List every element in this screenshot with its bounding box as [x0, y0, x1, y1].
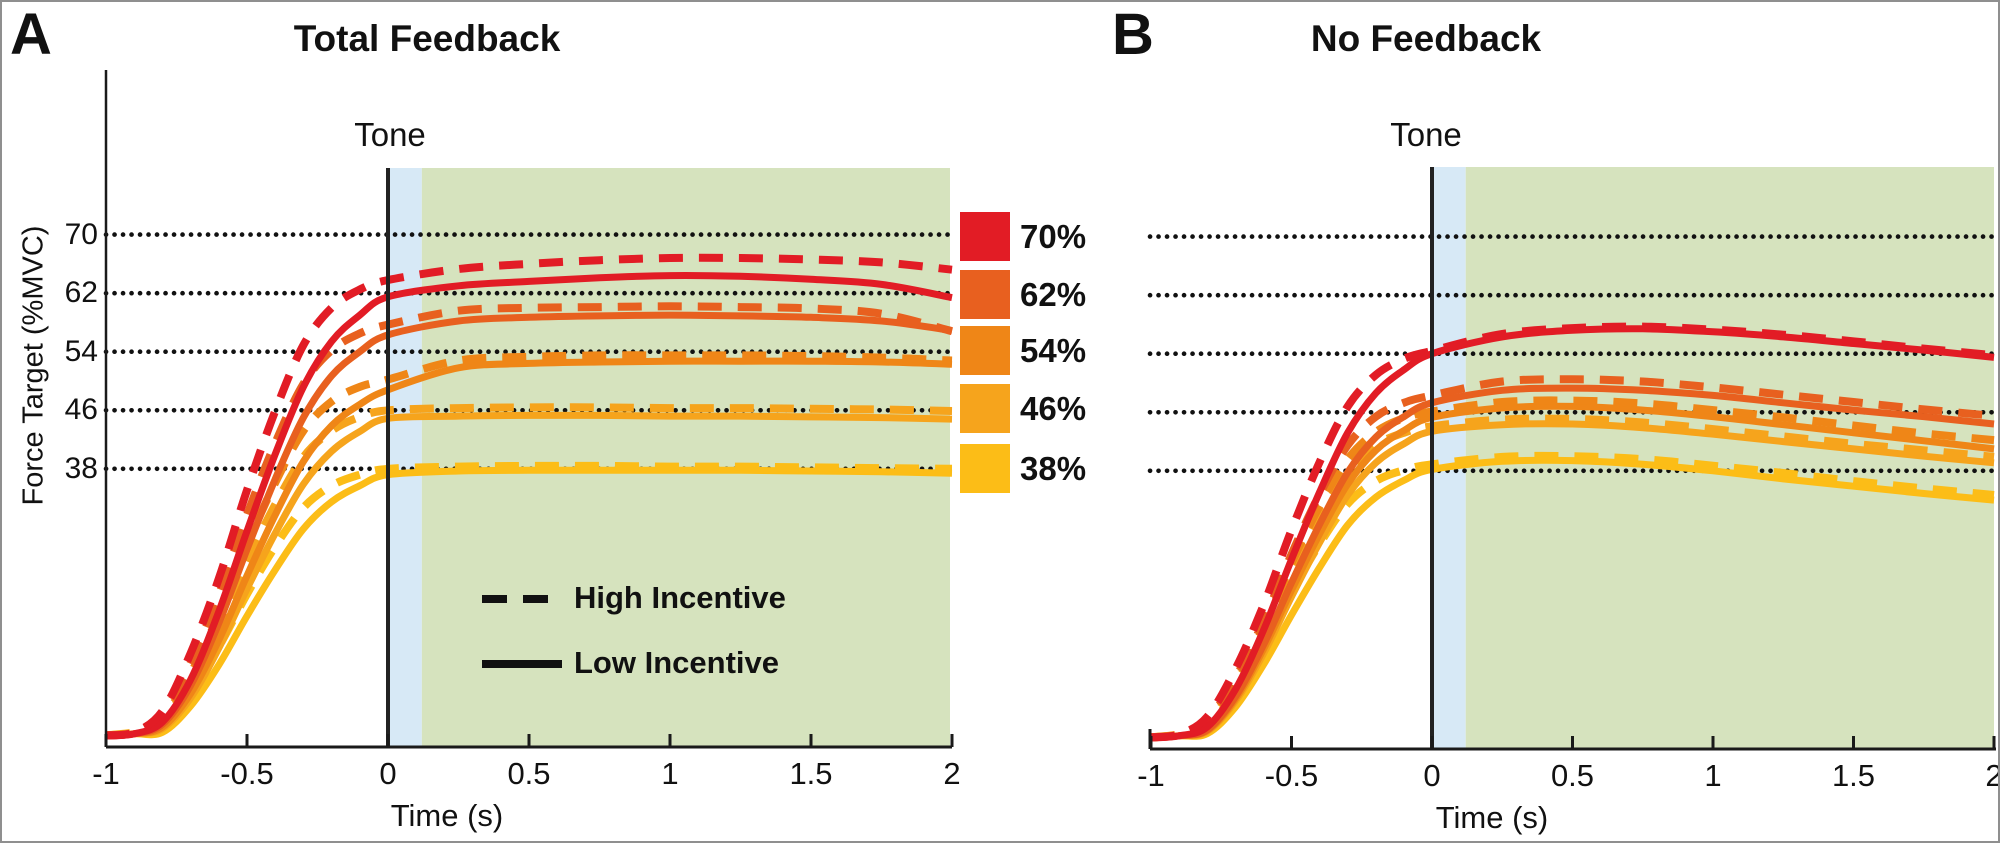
curve-B-62-high	[1150, 375, 1995, 742]
curve-A-46-high	[105, 403, 953, 740]
ytick-label-A-38: 38	[64, 451, 98, 485]
panel-b-x-axis-label: Time (s)	[1435, 800, 1549, 835]
legend-swatch-54	[960, 326, 1010, 375]
curve-A-54-high	[105, 351, 953, 740]
xtick-label-A-2: 2	[943, 756, 961, 791]
xtick-label-B--0.5: -0.5	[1264, 758, 1319, 793]
xtick-label-B-0: 0	[1423, 758, 1441, 793]
ytick-label-A-62: 62	[64, 276, 98, 310]
panel-a-tone-label: Tone	[354, 116, 426, 153]
xtick-label-B--1: -1	[1137, 758, 1165, 793]
xtick-label-A-1: 1	[661, 756, 679, 791]
xtick-label-A--1: -1	[92, 756, 120, 791]
legend-label-38: 38%	[1020, 450, 1087, 487]
curve-A-62-high	[105, 302, 953, 740]
curve-B-62-low	[1150, 384, 1995, 742]
xtick-label-B-0.5: 0.5	[1550, 758, 1595, 793]
panel-a-title: Total Feedback	[293, 18, 561, 59]
xtick-label-B-1.5: 1.5	[1831, 758, 1876, 793]
legend-swatch-62	[960, 270, 1010, 319]
curve-A-70-low	[105, 271, 953, 740]
legend-swatch-38	[960, 444, 1010, 493]
panel-a-x-axis-label: Time (s)	[390, 798, 504, 833]
curve-B-38-high	[1150, 451, 1995, 742]
curve-B-54-high	[1150, 396, 1995, 742]
legend-swatch-46	[960, 384, 1010, 433]
legend-label-70: 70%	[1020, 218, 1087, 255]
panel-b-letter: B	[1112, 2, 1154, 67]
ytick-label-A-54: 54	[64, 334, 98, 368]
xtick-label-A-1.5: 1.5	[789, 756, 833, 791]
legend-swatch-70	[960, 212, 1010, 261]
ytick-label-A-46: 46	[64, 393, 98, 427]
curve-B-70-high	[1150, 322, 1995, 742]
xtick-label-A--0.5: -0.5	[220, 756, 274, 791]
xtick-label-A-0.5: 0.5	[507, 756, 551, 791]
panel-b-title: No Feedback	[1310, 18, 1542, 59]
legend-label-54: 54%	[1020, 332, 1087, 369]
curve-B-38-low	[1150, 456, 1995, 742]
xtick-label-B-2: 2	[1949, 758, 1998, 794]
panel-b-tone-label: Tone	[1390, 116, 1462, 153]
legend-low-incentive-label: Low Incentive	[574, 645, 779, 680]
legend-high-incentive-label: High Incentive	[574, 580, 786, 615]
ytick-label-A-70: 70	[64, 217, 98, 251]
legend-label-62: 62%	[1020, 276, 1087, 313]
xtick-label-B-1: 1	[1704, 758, 1722, 793]
xtick-label-A-0: 0	[379, 756, 397, 791]
curve-A-54-low	[105, 357, 953, 740]
curve-A-38-high	[105, 461, 953, 740]
curve-A-70-high	[105, 253, 953, 740]
legend-label-46: 46%	[1020, 390, 1087, 427]
panel-A-tone-window-band	[388, 168, 422, 747]
panel-a-letter: A	[10, 2, 52, 67]
curve-B-46-high	[1150, 414, 1995, 742]
